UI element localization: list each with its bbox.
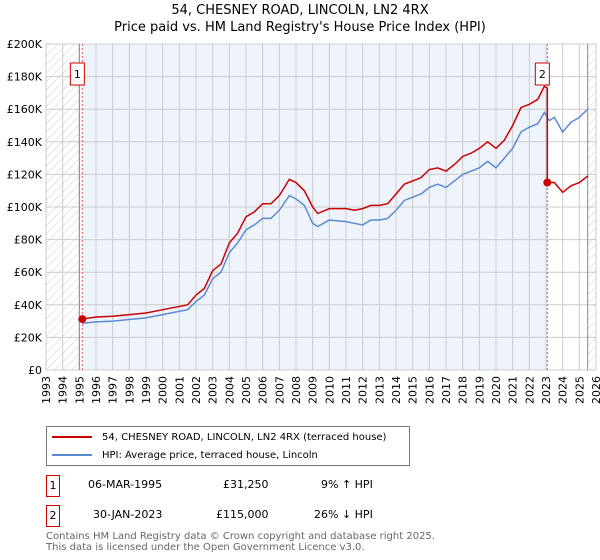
sale-marker-badge: 2 — [46, 505, 60, 527]
annotation-label: 1 — [74, 68, 81, 81]
x-tick-label: 2021 — [507, 376, 520, 404]
x-tick-label: 2007 — [273, 376, 286, 404]
price-chart: 1993 1994 1995 1996 1997 1998 1999 2000 2001 2002… — [7, 38, 600, 404]
y-tick-label: £60K — [14, 266, 43, 279]
chart-subtitle: Price paid vs. HM Land Registry's House … — [114, 20, 486, 35]
legend-label: 54, CHESNEY ROAD, LINCOLN, LN2 4RX (terr… — [102, 431, 387, 443]
sale-date: 30-JAN-2023 — [93, 508, 163, 521]
annotation-label: 2 — [539, 68, 546, 81]
sale-row: 1 06-MAR-1995 £31,250 9% ↑ HPI — [46, 475, 446, 497]
x-tick-label: 2015 — [407, 376, 420, 404]
y-tick-label: £40K — [14, 299, 43, 312]
x-tick-label: 2018 — [457, 376, 470, 404]
x-tick-label: 1999 — [140, 376, 153, 404]
sale-hpi-diff: 26% ↓ HPI — [314, 508, 373, 521]
x-tick-label: 2010 — [323, 376, 336, 404]
sale-date: 06-MAR-1995 — [88, 478, 163, 491]
annotation-box — [69, 62, 85, 86]
y-tick-label: £160K — [7, 103, 43, 116]
y-tick-label: £80K — [14, 234, 43, 247]
x-tick-label: 2003 — [207, 376, 220, 404]
x-tick-label: 2014 — [390, 376, 403, 404]
sale-row: 2 30-JAN-2023 £115,000 26% ↓ HPI — [46, 505, 446, 527]
y-tick-label: £20K — [14, 331, 43, 344]
x-tick-label: 1998 — [123, 376, 136, 404]
x-tick-label: 2002 — [190, 376, 203, 404]
x-tick-label: 2000 — [157, 376, 170, 404]
legend: 54, CHESNEY ROAD, LINCOLN, LN2 4RX (terr… — [46, 426, 410, 466]
x-tick-label: 2020 — [490, 376, 503, 404]
sale-price: £31,250 — [223, 478, 269, 491]
y-tick-label: £140K — [7, 136, 43, 149]
legend-label: HPI: Average price, terraced house, Linc… — [102, 449, 318, 461]
chart-title: 54, CHESNEY ROAD, LINCOLN, LN2 4RX — [171, 3, 429, 18]
legend-item-property: 54, CHESNEY ROAD, LINCOLN, LN2 4RX (terr… — [47, 428, 386, 446]
x-tick-label: 1994 — [57, 376, 70, 404]
sale-point — [78, 315, 87, 324]
legend-item-hpi: HPI: Average price, terraced house, Linc… — [47, 446, 318, 464]
blue-line-swatch — [52, 454, 92, 456]
x-tick-label: 2001 — [173, 376, 186, 404]
sale-point — [543, 178, 552, 187]
footer-copyright: Contains HM Land Registry data © Crown c… — [46, 531, 435, 542]
x-tick-label: 2022 — [523, 376, 536, 404]
red-line-swatch — [52, 436, 92, 438]
x-tick-label: 2023 — [540, 376, 553, 404]
x-tick-label: 2024 — [557, 376, 570, 404]
y-tick-label: £100K — [7, 201, 43, 214]
x-tick-label: 2009 — [307, 376, 320, 404]
x-tick-label: 2004 — [223, 376, 236, 404]
sale-hpi-diff: 9% ↑ HPI — [321, 478, 373, 491]
x-tick-label: 2012 — [357, 376, 370, 404]
x-tick-label: 2017 — [440, 376, 453, 404]
y-tick-label: £200K — [7, 38, 43, 51]
sale-marker-badge: 1 — [46, 475, 60, 497]
y-tick-label: £180K — [7, 71, 43, 84]
sale-price: £115,000 — [216, 508, 269, 521]
x-tick-label: 2016 — [423, 376, 436, 404]
x-tick-label: 2006 — [257, 376, 270, 404]
x-tick-label: 2011 — [340, 376, 353, 404]
x-tick-label: 1993 — [40, 376, 53, 404]
x-tick-label: 2019 — [473, 376, 486, 404]
x-tick-label: 2026 — [590, 376, 600, 404]
x-tick-label: 2025 — [573, 376, 586, 404]
x-tick-label: 1997 — [107, 376, 120, 404]
x-tick-label: 2008 — [290, 376, 303, 404]
y-tick-label: £0 — [28, 364, 42, 377]
property-price-line — [82, 85, 589, 320]
x-tick-label: 1995 — [73, 376, 86, 404]
hpi-line — [82, 108, 589, 324]
annotation-box — [534, 62, 550, 86]
y-tick-label: £120K — [7, 168, 43, 181]
x-tick-label: 2005 — [240, 376, 253, 404]
footer-licence: This data is licensed under the Open Gov… — [46, 542, 365, 553]
x-tick-label: 2013 — [373, 376, 386, 404]
x-tick-label: 1996 — [90, 376, 103, 404]
